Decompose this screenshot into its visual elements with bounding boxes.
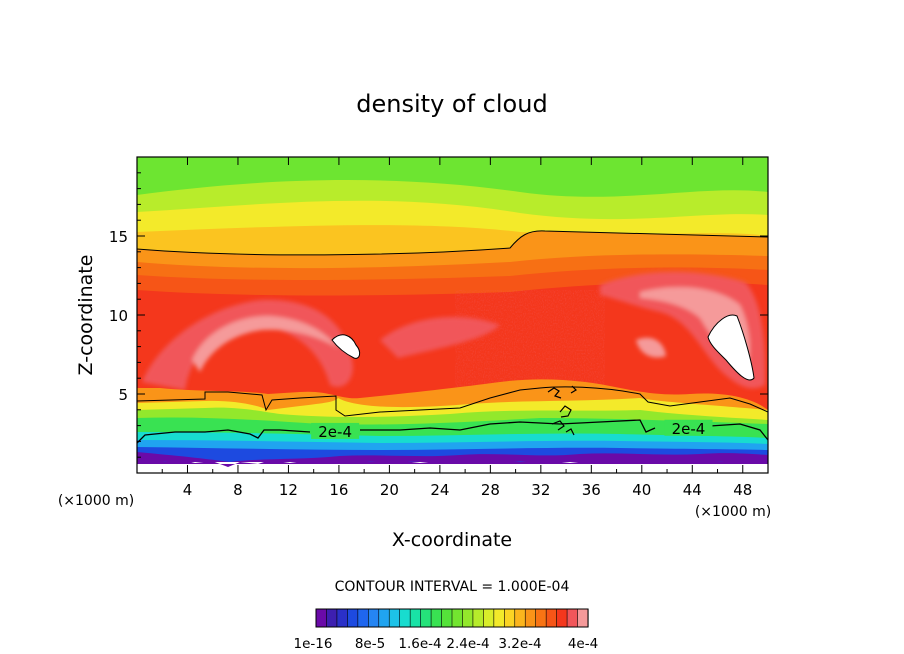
- contour-label-bg: [311, 422, 360, 439]
- white-spot-left: [331, 334, 361, 359]
- colorbar-tick-label: 4e-4: [568, 636, 598, 652]
- x-axis-title: X-coordinate: [392, 529, 512, 551]
- x-tick-label: 12: [279, 481, 298, 499]
- x-tick-label: 8: [233, 481, 243, 499]
- field-band-bottom-purple: [137, 452, 768, 467]
- contour-label: 2e-4: [318, 423, 352, 441]
- colorbar-labels: 1e-16 8e-5 1.6e-4 2.4e-4 3.2e-4 4e-4: [294, 636, 599, 652]
- contour-label: 2e-4: [672, 420, 706, 438]
- x-axis: 4 8 12 16 20 24 28 32 36 40 44 48: [161, 157, 752, 499]
- colorbar-frame: [315, 608, 589, 628]
- colorbar-tick-label: 3.2e-4: [498, 636, 541, 652]
- white-spot-right: [707, 314, 755, 381]
- x-tick-label: 16: [329, 481, 348, 499]
- colorbar-swatch: [577, 608, 589, 628]
- contour-upper: [137, 230, 768, 256]
- x-tick-label: 4: [183, 481, 193, 499]
- x-tick-label: 44: [683, 481, 702, 499]
- colorbar-tick-label: 1e-16: [294, 636, 333, 652]
- colorbar-swatch: [524, 608, 537, 628]
- colorbar-tick-label: 8e-5: [355, 636, 385, 652]
- y-axis-title: Z-coordinate: [75, 255, 97, 376]
- colorbar-swatch: [504, 608, 516, 628]
- colorbar-swatch: [462, 608, 474, 628]
- contour-interval-text: CONTOUR INTERVAL = 1.000E-04: [335, 579, 570, 595]
- contour-label-bg: [664, 419, 713, 436]
- contour-2e-4: [137, 419, 768, 444]
- y-tick-label: 15: [109, 228, 128, 246]
- y-tick-label: 5: [118, 386, 128, 404]
- y-axis: 5 10 15: [109, 172, 768, 458]
- colorbar-swatch: [347, 608, 359, 628]
- x-tick-label: 28: [481, 481, 500, 499]
- colorbar-swatch: [326, 608, 338, 628]
- colorbar-swatch: [409, 608, 422, 628]
- x-tick-label: 20: [380, 481, 399, 499]
- colorbar-swatch: [315, 608, 328, 628]
- colorbar-tick-label: 2.4e-4: [446, 636, 489, 652]
- contour-label-layer: 2e-4 2e-4: [311, 419, 713, 441]
- chart-title: density of cloud: [356, 90, 547, 118]
- x-tick-label: 36: [582, 481, 601, 499]
- maximum-left-inner: [192, 315, 338, 372]
- colorbar-swatch: [388, 608, 401, 628]
- y-tick-label: 10: [109, 307, 128, 325]
- field-bottom-ragged: [137, 458, 768, 467]
- contour-turbulent: [547, 385, 577, 436]
- heatmap-field: [137, 157, 768, 473]
- colorbar-swatch: [483, 608, 495, 628]
- colorbar-swatch: [556, 608, 568, 628]
- colorbar-swatch: [545, 608, 558, 628]
- maximum-right-spot: [636, 337, 666, 358]
- x-unit-label-right: (×1000 m): [695, 504, 771, 520]
- colorbar-swatch: [451, 608, 464, 628]
- colorbar-swatch: [472, 608, 484, 628]
- contour-middle: [137, 386, 768, 417]
- colorbar-swatch: [368, 608, 380, 628]
- colorbar-swatch: [566, 608, 579, 628]
- colorbar-swatch: [420, 608, 432, 628]
- colorbar-swatch: [493, 608, 505, 628]
- colorbar-swatch: [441, 608, 453, 628]
- x-tick-label: 24: [430, 481, 449, 499]
- maximum-right-inner: [640, 287, 750, 372]
- x-tick-label: 40: [632, 481, 651, 499]
- colorbar-swatch: [357, 608, 369, 628]
- x-tick-label: 32: [531, 481, 550, 499]
- field-band-bottom-white: [137, 462, 768, 473]
- colorbar-swatch: [399, 608, 411, 628]
- colorbar-swatch: [378, 608, 390, 628]
- colorbar-swatch: [514, 608, 526, 628]
- colorbar-swatch: [535, 608, 547, 628]
- x-unit-label-left: (×1000 m): [58, 493, 134, 509]
- colorbar-swatch: [430, 608, 443, 628]
- colorbar-tick-label: 1.6e-4: [398, 636, 441, 652]
- colorbar: [315, 608, 589, 628]
- colorbar-swatch: [336, 608, 348, 628]
- x-tick-label: 48: [733, 481, 752, 499]
